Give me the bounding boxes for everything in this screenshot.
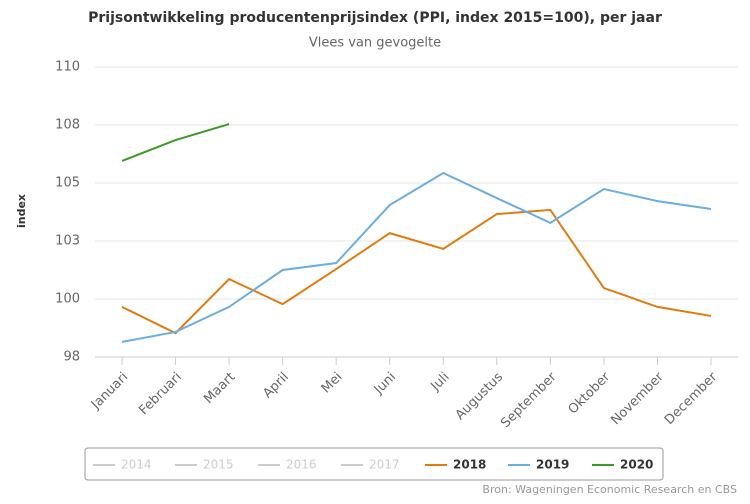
legend-label: 2015 xyxy=(203,458,234,472)
x-tick-label: Maart xyxy=(201,370,238,407)
x-tick-label: September xyxy=(498,369,560,431)
chart-subtitle: Vlees van gevogelte xyxy=(309,36,441,51)
x-tick-label: November xyxy=(608,369,667,428)
legend-label: 2018 xyxy=(453,458,486,472)
x-tick-label: Juni xyxy=(371,370,399,398)
y-tick-label: 103 xyxy=(55,234,80,249)
x-tick-label: Februari xyxy=(136,370,184,418)
x-tick-label: Januari xyxy=(88,370,131,413)
legend-label: 2017 xyxy=(369,458,400,472)
series-line xyxy=(121,208,712,335)
x-tick-label: Juli xyxy=(428,370,453,395)
y-tick-label: 100 xyxy=(55,292,80,307)
x-tick-label: April xyxy=(260,370,292,402)
chart-title: Prijsontwikkeling producentenprijsindex … xyxy=(88,10,662,26)
y-tick-label: 98 xyxy=(63,350,80,365)
source: Bron: Wageningen Economic Research en CB… xyxy=(482,483,737,496)
x-tick-label: December xyxy=(662,369,721,428)
y-tick-label: 110 xyxy=(55,60,80,75)
series-line xyxy=(121,123,230,162)
y-axis-label: index xyxy=(15,194,28,228)
legend-label: 2020 xyxy=(620,458,653,472)
x-tick-label: Augustus xyxy=(453,370,507,424)
x-tick-label: Mei xyxy=(319,370,346,397)
x-tick-label: Oktober xyxy=(566,369,614,417)
legend-box xyxy=(84,447,664,481)
y-tick-label: 108 xyxy=(55,118,80,133)
y-tick-label: 105 xyxy=(55,176,80,191)
series-line xyxy=(121,171,712,343)
legend-label: 2014 xyxy=(121,458,152,472)
legend-label: 2019 xyxy=(536,458,569,472)
legend-label: 2016 xyxy=(286,458,317,472)
